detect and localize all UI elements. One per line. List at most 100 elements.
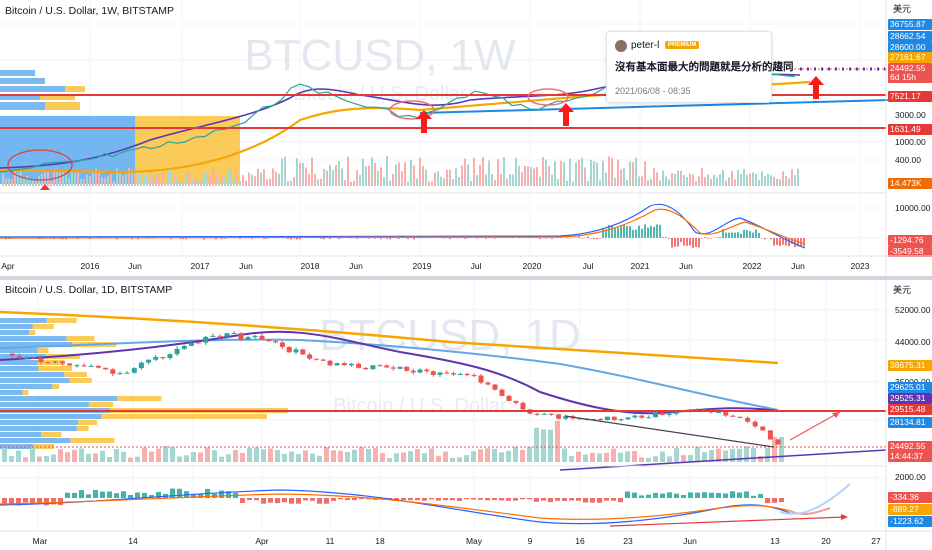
macd-bar [86,494,91,498]
profile-bar [0,336,67,341]
volume-bar [371,157,373,186]
volume-bar [779,179,781,186]
macd-bar [415,498,420,501]
volume-bar [128,457,133,462]
time-label: 20 [821,536,831,546]
macd-bar [539,238,541,240]
volume-bar [335,165,337,186]
macd-bar [289,498,294,504]
bottom-macd-histogram [2,488,784,506]
macd-bar [779,498,784,503]
macd-bar [310,498,315,501]
candle-body [760,426,766,431]
price-badge [888,52,932,63]
top-macd-line [0,203,806,249]
volume-bar [680,170,682,186]
price-badge [888,91,932,102]
volume-bar [701,168,703,186]
volume-bar [303,450,308,462]
volume-bar [734,179,736,186]
volume-bar [569,456,574,462]
panel-divider[interactable] [0,276,932,280]
volume-bar [566,180,568,186]
macd-bar [389,238,391,240]
candle-body [266,339,272,342]
candle-body [752,421,758,427]
volume-bar [492,448,497,462]
macd-bar [599,238,601,239]
profile-bar [46,318,77,323]
volume-bar [467,164,469,186]
volume-bar [681,455,686,462]
volume-bar [310,453,315,462]
up-arrow-icon [808,76,824,99]
volume-bar [68,177,70,186]
volume-bar [149,169,151,186]
marker-triangle-icon [40,184,50,190]
volume-bar [44,456,49,462]
volume-bar [737,448,742,462]
candle-body [471,375,477,377]
volume-bar [74,173,76,186]
price-badge-label: 6d 15h [890,72,916,82]
macd-bar [723,493,728,499]
volume-bar [527,166,529,186]
volume-bar [569,158,571,186]
volume-bar [146,173,148,186]
time-label: 2016 [81,261,100,271]
volume-bar [119,172,121,186]
macd-bar [380,238,382,240]
volume-bar [584,167,586,186]
volume-bar [366,448,371,462]
candle-body [196,342,202,344]
volume-bar [128,168,130,186]
volume-bar [230,170,232,186]
candle-body [485,382,491,385]
volume-bar [163,446,168,462]
note-username[interactable]: peter-l [631,40,660,51]
volume-bar [247,447,252,462]
macd-bar [614,228,616,239]
macd-bar [398,238,400,239]
macd-bar [287,238,289,240]
profile-bar [0,414,102,419]
volume-bar [387,458,392,462]
volume-bar [260,172,262,186]
macd-bar [170,488,175,498]
volume-bar [443,451,448,462]
volume-bar [503,157,505,186]
macd-bar [583,498,588,503]
macd-bar [662,237,664,238]
volume-bar [107,175,109,186]
candle-body [52,361,58,363]
volume-bar [398,162,400,186]
candle-body [110,369,116,374]
macd-bar [632,492,637,499]
volume-bar [646,457,651,462]
volume-bar [668,179,670,186]
idea-note-card[interactable]: peter-l PREMIUM 沒有基本面最大的問題就是分析的趨同 2021/0… [606,31,794,103]
price-tick-label: 400.00 [895,155,921,165]
volume-bar [791,169,793,186]
volume-bar [240,453,245,462]
profile-bar [0,378,70,383]
time-label: Apr [1,261,14,271]
macd-bar [215,238,217,240]
volume-bar [116,168,118,186]
candle-body [384,365,390,368]
volume-bar [662,170,664,186]
volume-bar [2,447,7,462]
macd-bar [632,229,634,239]
macd-bar [725,232,727,238]
volume-bar [65,173,67,186]
macd-bar [65,492,70,498]
candle-body [737,416,743,418]
macd-bar [156,491,161,499]
macd-bar [499,498,504,501]
volume-bar [269,178,271,186]
macd-bar [359,498,364,500]
volume-bar [143,175,145,186]
macd-bar [170,238,172,240]
volume-bar [623,168,625,186]
volume-bar [428,181,430,186]
